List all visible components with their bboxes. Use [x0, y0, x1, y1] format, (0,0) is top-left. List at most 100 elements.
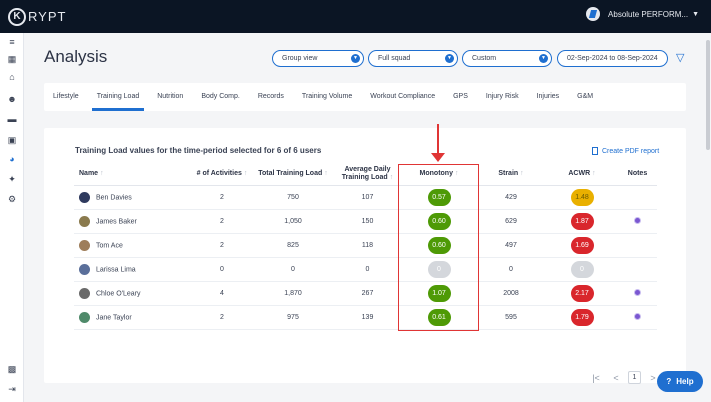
athlete-cell[interactable]: Ben Davies — [74, 185, 191, 210]
notes-cell[interactable] — [618, 281, 657, 306]
strain-cell: 2008 — [476, 281, 546, 306]
tab-injury-risk[interactable]: Injury Risk — [485, 93, 519, 100]
acwr-cell: 1.69 — [546, 233, 618, 258]
athlete-cell[interactable]: Chloe O'Leary — [74, 281, 191, 306]
acwr-badge: 2.17 — [570, 284, 594, 302]
avatar — [79, 191, 90, 203]
activities-cell: 0 — [191, 257, 253, 282]
avg-load-cell: 0 — [333, 257, 402, 282]
calendar-icon[interactable]: ▦ — [7, 54, 17, 64]
acwr-badge: 1.69 — [570, 236, 594, 254]
note-indicator-icon[interactable] — [634, 288, 641, 296]
notes-cell — [618, 257, 657, 282]
users-icon[interactable]: ☻ — [7, 94, 17, 104]
date-range-picker[interactable]: 02-Sep-2024 to 08-Sep-2024 — [557, 50, 668, 67]
sparkle-icon[interactable]: ✦ — [8, 174, 16, 184]
tab-nutrition[interactable]: Nutrition — [157, 93, 184, 100]
tab-training-volume[interactable]: Training Volume — [301, 93, 353, 100]
squad-value: Full squad — [378, 55, 411, 62]
monotony-cell: 0.60 — [402, 209, 476, 234]
current-page[interactable]: 1 — [628, 371, 641, 384]
acwr-cell: 1.79 — [546, 305, 618, 330]
athlete-name: Ben Davies — [96, 193, 132, 201]
tab-body-comp[interactable]: Body Comp. — [201, 93, 240, 100]
group-view-select[interactable]: Group view ▼ — [272, 50, 364, 67]
help-button[interactable]: ? Help — [657, 371, 703, 392]
squad-select[interactable]: Full squad ▼ — [368, 50, 458, 67]
column-header-monotony[interactable]: Monotony ↑ — [402, 163, 476, 186]
logout-icon[interactable]: ⇥ — [8, 384, 16, 394]
acwr-badge: 1.48 — [570, 188, 594, 206]
previous-page-button[interactable]: < — [613, 372, 619, 383]
gift-icon[interactable]: ▩ — [7, 364, 17, 374]
account-menu[interactable]: Absolute PERFORM... ▼ — [586, 7, 699, 21]
activities-cell: 2 — [191, 209, 253, 234]
page-title: Analysis — [44, 47, 108, 66]
monotony-badge: 0.57 — [427, 188, 451, 206]
notes-cell — [618, 233, 657, 258]
caret-down-icon: ▼ — [692, 10, 699, 18]
tab-workout-compliance[interactable]: Workout Compliance — [370, 93, 436, 100]
athlete-name: Jane Taylor — [96, 313, 132, 321]
scrollbar[interactable] — [706, 40, 710, 150]
filter-icon[interactable]: ▽ — [676, 52, 685, 64]
note-indicator-icon[interactable] — [634, 216, 641, 224]
tab-gps[interactable]: GPS — [453, 93, 468, 100]
help-icon: ? — [666, 377, 672, 386]
list-icon[interactable]: ▬ — [7, 114, 17, 124]
acwr-badge: 1.79 — [570, 308, 594, 326]
sort-icon: ↑ — [100, 169, 104, 177]
training-load-table: Name ↑ # of Activities ↑ Total Training Lo… — [74, 163, 657, 330]
monotony-cell: 1.07 — [402, 281, 476, 306]
athlete-cell[interactable]: Tom Ace — [74, 233, 191, 258]
tab-g-and-m[interactable]: G&M — [577, 93, 594, 100]
period-select[interactable]: Custom ▼ — [462, 50, 552, 67]
account-name: Absolute PERFORM... — [608, 9, 689, 19]
main-content: Analysis Group view ▼ Full squad ▼ Custo… — [24, 33, 704, 402]
caret-down-icon: ▼ — [445, 54, 454, 63]
athlete-cell[interactable]: Jane Taylor — [74, 305, 191, 330]
column-header-acwr[interactable]: ACWR ↑ — [546, 163, 618, 186]
strain-cell: 429 — [476, 185, 546, 210]
tab-lifestyle[interactable]: Lifestyle — [53, 93, 79, 100]
tab-records[interactable]: Records — [257, 93, 284, 100]
athlete-cell[interactable]: Larissa Lima — [74, 257, 191, 282]
column-header-activities[interactable]: # of Activities ↑ — [191, 163, 253, 186]
note-indicator-icon[interactable] — [634, 312, 641, 320]
group-view-value: Group view — [282, 55, 318, 62]
sort-icon: ↑ — [324, 169, 328, 177]
settings-icon[interactable]: ⚙ — [7, 194, 17, 204]
acwr-cell: 1.87 — [546, 209, 618, 234]
avg-load-cell: 139 — [333, 305, 402, 330]
total-load-cell: 750 — [253, 185, 333, 210]
gallery-icon[interactable]: ▣ — [7, 135, 17, 145]
avg-load-cell: 150 — [333, 209, 402, 234]
strain-cell: 595 — [476, 305, 546, 330]
avatar — [79, 239, 90, 251]
column-header-avg-load[interactable]: Average Daily Training Load ↑ — [333, 163, 402, 186]
notes-cell — [618, 185, 657, 210]
notes-cell[interactable] — [618, 209, 657, 234]
next-page-button[interactable]: > — [650, 372, 656, 383]
menu-icon[interactable]: ≡ — [9, 37, 15, 47]
notes-cell[interactable] — [618, 305, 657, 330]
analysis-icon[interactable]: ◕ — [9, 154, 15, 164]
column-header-strain[interactable]: Strain ↑ — [476, 163, 546, 186]
column-header-total-load[interactable]: Total Training Load ↑ — [253, 163, 333, 186]
sort-icon: ↑ — [592, 169, 596, 177]
athlete-cell[interactable]: James Baker — [74, 209, 191, 234]
table-row: Jane Taylor 2 975 139 0.61 595 1.79 — [74, 305, 657, 330]
tab-injuries[interactable]: Injuries — [536, 93, 560, 100]
avatar — [79, 287, 90, 299]
acwr-badge: 1.87 — [570, 212, 594, 230]
tab-training-load[interactable]: Training Load — [88, 83, 149, 111]
monotony-badge: 1.07 — [427, 284, 451, 302]
first-page-button[interactable]: |< — [592, 372, 600, 383]
column-header-name[interactable]: Name ↑ — [74, 163, 191, 186]
home-icon[interactable]: ⌂ — [9, 72, 15, 82]
caret-down-icon: ▼ — [539, 54, 548, 63]
avg-load-cell: 107 — [333, 185, 402, 210]
table-body: Ben Davies 2 750 107 0.57 429 1.48 James Baker 2… — [74, 185, 657, 330]
create-pdf-link[interactable]: Create PDF report — [592, 147, 659, 155]
app-logo[interactable]: K RYPT — [8, 7, 66, 26]
